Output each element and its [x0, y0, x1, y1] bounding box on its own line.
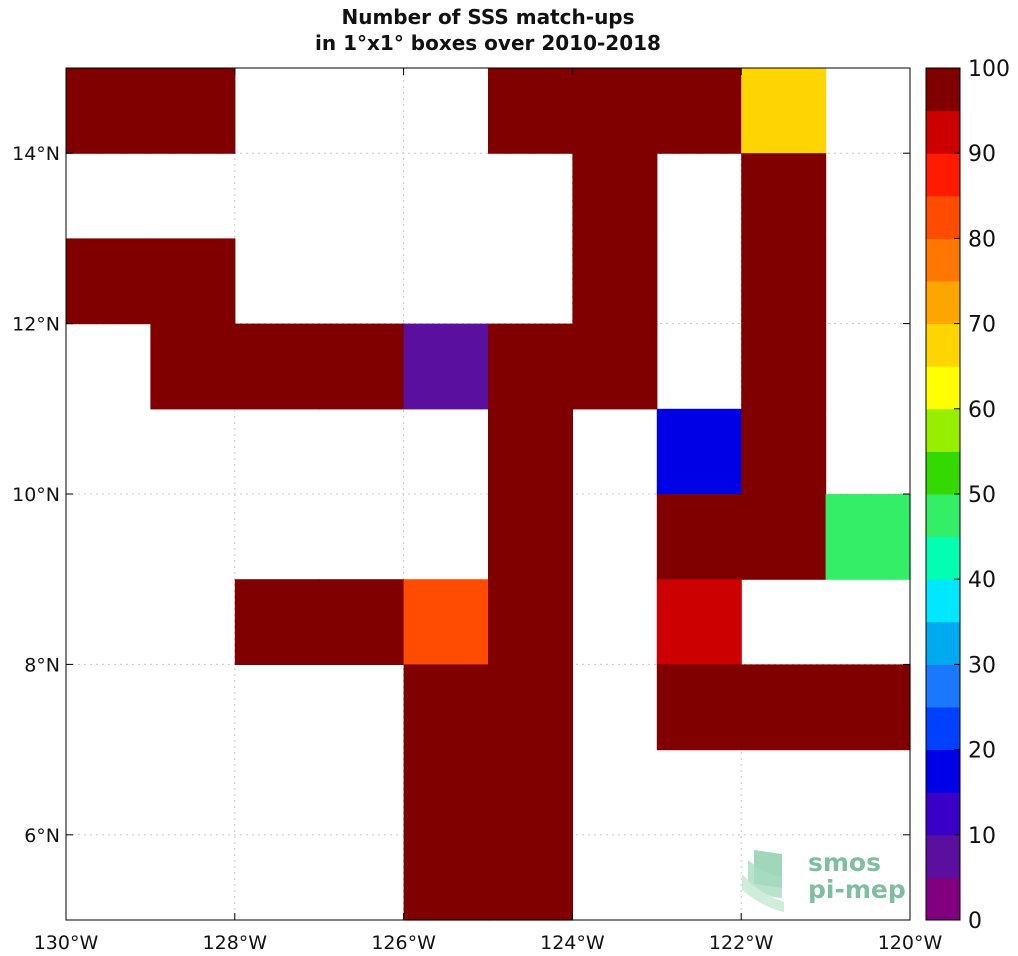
- colorbar: 0 10 20 30 40 50 60 70 80 90 100: [925, 57, 1010, 934]
- y-tick-label: 8°N: [24, 654, 60, 676]
- logo-word-pi-mep: pi-mep: [808, 875, 906, 904]
- chart-title-line1: Number of SSS match-ups: [341, 5, 635, 29]
- heatmap-cell: [656, 408, 742, 495]
- colorbar-segment: [926, 451, 960, 495]
- heatmap-cell: [572, 68, 658, 154]
- heatmap-cell: [234, 323, 320, 410]
- heatmap-cell: [488, 408, 573, 495]
- colorbar-tick-label: 100: [968, 57, 1010, 82]
- heatmap-cell: [66, 238, 151, 325]
- heatmap-cell: [150, 323, 236, 410]
- axis-ticks: 130°W 128°W 126°W 124°W 122°W 120°W 6°N 8°N 10°N…: [12, 68, 942, 954]
- heatmap-cell: [403, 834, 489, 921]
- colorbar-tick-label: 70: [968, 313, 996, 338]
- colorbar-tick-label: 10: [968, 824, 996, 849]
- heatmap-cell: [319, 323, 405, 410]
- heatmap-cell: [656, 494, 742, 580]
- heatmap-cell: [234, 579, 320, 665]
- heatmap-cell: [488, 749, 573, 836]
- heatmap-cell: [825, 494, 911, 580]
- colorbar-segment: [926, 536, 960, 580]
- heatmap-cell: [403, 579, 489, 665]
- x-tick-label: 130°W: [34, 932, 99, 954]
- heatmap-cell: [572, 323, 658, 410]
- heatmap-cell: [488, 834, 573, 921]
- colorbar-segment: [926, 579, 960, 623]
- colorbar-segment: [926, 323, 960, 367]
- colorbar-segment: [926, 749, 960, 793]
- y-tick-label: 10°N: [12, 484, 60, 506]
- y-tick-label: 14°N: [12, 143, 60, 165]
- x-tick-label: 124°W: [540, 932, 605, 954]
- heatmap-cell: [656, 68, 742, 154]
- colorbar-segment: [926, 877, 960, 921]
- colorbar-segment: [926, 494, 960, 538]
- heatmap-cells: [66, 68, 911, 921]
- colorbar-tick-label: 40: [968, 568, 996, 593]
- heatmap-cell: [488, 579, 573, 665]
- heatmap-cell: [150, 238, 236, 325]
- colorbar-segment: [926, 281, 960, 325]
- colorbar-segment: [926, 68, 960, 112]
- heatmap-cell: [741, 323, 827, 410]
- heatmap-cell: [741, 238, 827, 325]
- heatmap-cell: [741, 68, 827, 154]
- x-tick-label: 120°W: [878, 932, 943, 954]
- heatmap-cell: [741, 408, 827, 495]
- heatmap-cell: [572, 238, 658, 325]
- chart-title-line2: in 1°x1° boxes over 2010-2018: [315, 31, 661, 55]
- logo-word-smos: smos: [808, 848, 881, 877]
- colorbar-tick-label: 50: [968, 483, 996, 508]
- chart-title: Number of SSS match-ups in 1°x1° boxes o…: [0, 4, 976, 56]
- heatmap-cell: [488, 664, 573, 751]
- heatmap-cell: [403, 749, 489, 836]
- colorbar-tick-label: 20: [968, 739, 996, 764]
- heatmap-cell: [403, 323, 489, 410]
- colorbar-segment: [926, 238, 960, 282]
- x-tick-label: 122°W: [709, 932, 774, 954]
- heatmap-cell: [741, 153, 827, 239]
- heatmap-cell: [741, 494, 827, 580]
- heatmap-cell: [572, 153, 658, 239]
- heatmap-cell: [488, 494, 573, 580]
- colorbar-segment: [926, 110, 960, 154]
- y-tick-label: 12°N: [12, 314, 60, 336]
- colorbar-segment: [926, 153, 960, 197]
- colorbar-tick-label: 30: [968, 653, 996, 678]
- heatmap-cell: [66, 68, 151, 154]
- colorbar-segment: [926, 408, 960, 452]
- heatmap-cell: [656, 664, 742, 751]
- colorbar-segment: [926, 195, 960, 239]
- heatmap-cell: [741, 664, 827, 751]
- heatmap-cell: [319, 579, 405, 665]
- colorbar-segment: [926, 621, 960, 665]
- colorbar-tick-label: 0: [968, 909, 982, 934]
- colorbar-segment: [926, 792, 960, 836]
- heatmap-cell: [488, 323, 573, 410]
- colorbar-tick-label: 90: [968, 142, 996, 167]
- smos-pi-mep-logo: smos pi-mep: [738, 846, 908, 916]
- colorbar-segment: [926, 664, 960, 708]
- colorbar-segment: [926, 707, 960, 751]
- y-tick-label: 6°N: [24, 825, 60, 847]
- heatmap-cell: [656, 579, 742, 665]
- x-tick-label: 128°W: [203, 932, 268, 954]
- colorbar-segment: [926, 834, 960, 878]
- heatmap-cell: [403, 664, 489, 751]
- colorbar-segment: [926, 366, 960, 410]
- heatmap-cell: [150, 68, 236, 154]
- waves-logo-icon: [742, 850, 784, 912]
- heatmap-cell: [825, 664, 911, 751]
- heatmap-cell: [488, 68, 573, 154]
- x-tick-label: 126°W: [371, 932, 436, 954]
- colorbar-tick-label: 80: [968, 227, 996, 252]
- colorbar-tick-label: 60: [968, 398, 996, 423]
